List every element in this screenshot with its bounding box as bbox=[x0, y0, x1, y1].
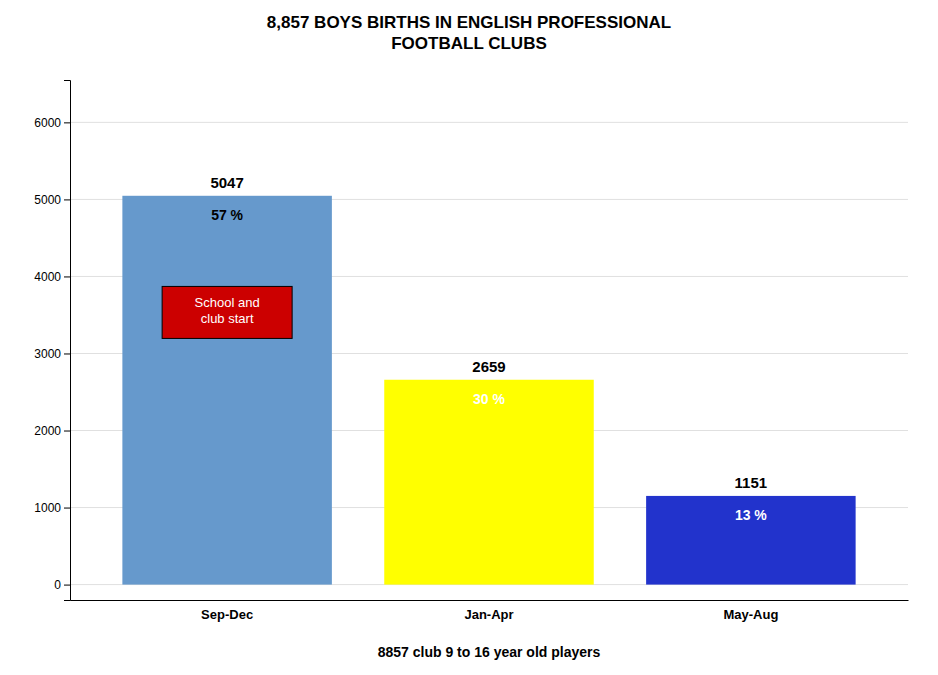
percentage-label: 13 % bbox=[735, 507, 767, 523]
percentage-label: 57 % bbox=[211, 207, 243, 223]
tick: Jan-Apr bbox=[464, 600, 513, 622]
tick-mark bbox=[64, 199, 70, 200]
tick: 5000 bbox=[34, 193, 70, 207]
tick-label: 4000 bbox=[34, 270, 61, 284]
tick-label: 6000 bbox=[34, 116, 61, 130]
bars bbox=[122, 196, 855, 585]
annotation-box bbox=[162, 286, 292, 338]
tick-label: 0 bbox=[54, 578, 61, 592]
grid-line bbox=[70, 122, 908, 123]
tick-mark bbox=[64, 276, 70, 277]
percentage-label: 30 % bbox=[473, 391, 505, 407]
y-axis: 0 1000 2000 3000 4000 5000 6000 bbox=[34, 81, 70, 601]
data-label: 1151 bbox=[735, 474, 768, 491]
tick: 2000 bbox=[34, 424, 70, 438]
bar bbox=[646, 496, 856, 585]
x-axis-title: 8857 club 9 to 16 year old players bbox=[378, 644, 601, 660]
axis-line bbox=[71, 600, 909, 601]
tick-mark bbox=[64, 431, 70, 432]
tick: 4000 bbox=[34, 270, 70, 284]
tick-mark bbox=[64, 508, 70, 509]
bar bbox=[384, 380, 594, 585]
tick-mark bbox=[64, 122, 70, 123]
tick: May-Aug bbox=[723, 600, 778, 622]
tick-label: 1000 bbox=[34, 501, 61, 515]
bar bbox=[122, 196, 332, 585]
tick-label: Sep-Dec bbox=[201, 607, 253, 622]
tick-label: May-Aug bbox=[723, 607, 778, 622]
title: 8,857 BOYS BIRTHS IN ENGLISH PROFESSIONA… bbox=[267, 13, 671, 53]
axis-line bbox=[64, 81, 71, 601]
tick-mark bbox=[64, 353, 70, 354]
annotation: School andclub start bbox=[162, 286, 292, 338]
tick: 3000 bbox=[34, 347, 70, 361]
labels: 5047 2659 1151 57 % 30 % 13 % bbox=[210, 174, 767, 523]
tick-label: 2000 bbox=[34, 424, 61, 438]
tick: 0 bbox=[54, 578, 70, 592]
tick: 1000 bbox=[34, 501, 70, 515]
tick-label: Jan-Apr bbox=[464, 607, 513, 622]
tick: 6000 bbox=[34, 116, 70, 130]
tick: Sep-Dec bbox=[201, 600, 253, 622]
data-label: 5047 bbox=[210, 174, 243, 191]
x-axis: Sep-Dec Jan-Apr May-Aug bbox=[71, 600, 909, 622]
tick-label: 3000 bbox=[34, 347, 61, 361]
data-label: 2659 bbox=[472, 358, 505, 375]
tick-mark bbox=[64, 585, 70, 586]
chart: 0 1000 2000 3000 4000 5000 6000 Sep-Dec Jan-Apr M… bbox=[0, 0, 938, 675]
grid bbox=[70, 122, 908, 584]
tick-label: 5000 bbox=[34, 193, 61, 207]
annotation-text: School andclub start bbox=[195, 296, 260, 327]
